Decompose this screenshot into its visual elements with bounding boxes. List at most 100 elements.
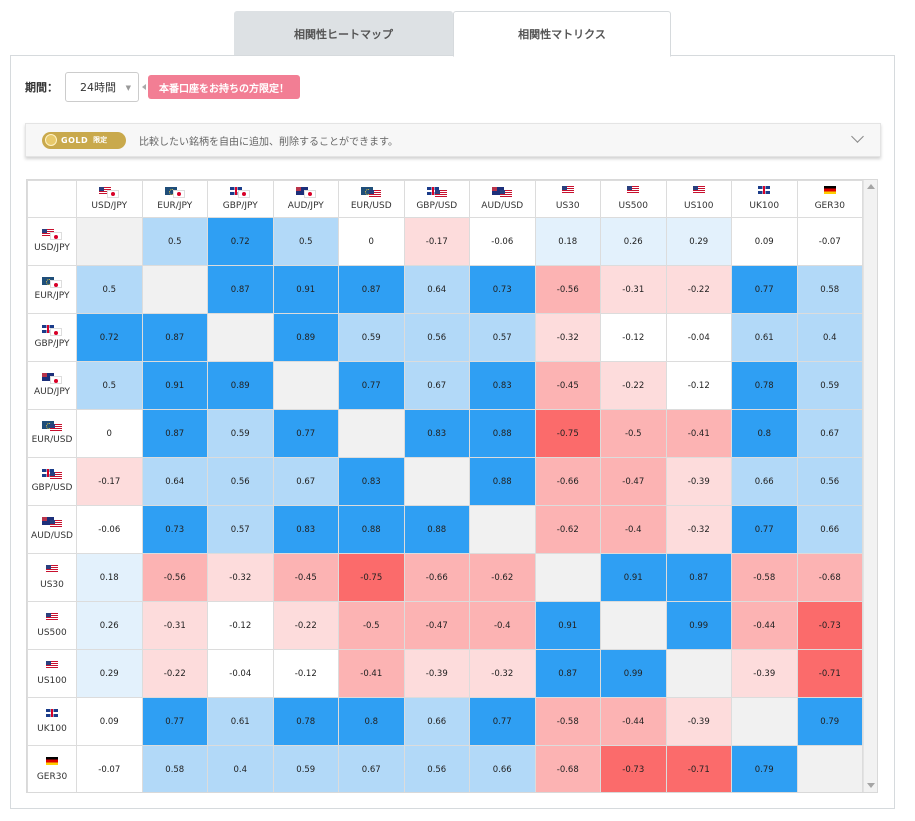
flag-de-icon [46, 756, 58, 765]
dropdown-caret-icon: ▼ [125, 84, 131, 92]
correlation-cell: -0.45 [272, 553, 339, 602]
symbol-label: GER30 [814, 201, 845, 211]
flag-us-icon [561, 186, 574, 194]
flag-gb-icon [758, 186, 771, 194]
flag-us-icon [46, 612, 58, 621]
correlation-cell: 0.56 [207, 457, 274, 506]
flag-gbp-usd-icon [42, 469, 62, 480]
flag-au-icon [295, 186, 308, 195]
correlation-cell: -0.5 [338, 601, 405, 650]
symbol-label: EUR/USD [350, 200, 392, 211]
symbol-label: US30 [555, 201, 580, 211]
gold-feature-bar[interactable]: GOLD 限定 比較したい銘柄を自由に追加、削除することができます。 [25, 123, 881, 157]
symbol-label: GBP/JPY [222, 200, 258, 211]
column-header: EUR/JPY [141, 180, 208, 218]
correlation-cell: 0.8 [338, 697, 405, 746]
flag-jp-icon [303, 189, 316, 198]
correlation-cell: 0.59 [272, 745, 339, 792]
correlation-cell: 0.18 [76, 553, 143, 602]
correlation-cell: 0.88 [403, 505, 470, 554]
gold-description: 比較したい銘柄を自由に追加、削除することができます。 [139, 136, 398, 148]
correlation-cell: -0.58 [731, 553, 798, 602]
column-header: US500 [600, 180, 667, 218]
correlation-cell: -0.73 [600, 745, 667, 792]
table-row: GBP/USD -0.17 0.64 0.56 0.67 0.83 0.88 -0.66 -0.… [27, 457, 863, 506]
flag-us-icon [50, 424, 62, 432]
correlation-cell: -0.73 [796, 601, 863, 650]
correlation-cell: -0.4 [600, 505, 667, 554]
correlation-cell: 0.88 [469, 457, 536, 506]
flag-gbp-usd-icon [426, 186, 447, 198]
correlation-cell: 0.66 [796, 505, 863, 554]
symbol-label: UK100 [749, 201, 780, 211]
matrix-scroll-area[interactable]: USD/JPY EUR/JPY GBP/JPY AUD/JPY EUR/USD GBP/U… [26, 179, 878, 793]
correlation-cell: -0.45 [534, 361, 601, 410]
correlation-cell: 0.4 [796, 313, 863, 362]
correlation-cell: 0.5 [141, 217, 208, 266]
correlation-cell: 0.88 [338, 505, 405, 554]
correlation-cell: 0.77 [141, 697, 208, 746]
correlation-cell: 0.18 [534, 217, 601, 266]
flag-us500-icon [626, 186, 640, 198]
tab-bar: 相関性ヒートマップ 相関性マトリクス [234, 11, 671, 57]
scroll-down-icon[interactable] [867, 783, 875, 788]
flag-gb-icon [230, 186, 243, 195]
correlation-matrix: USD/JPY EUR/JPY GBP/JPY AUD/JPY EUR/USD GBP/U… [27, 180, 863, 792]
period-select[interactable]: 24時間 ▼ [65, 72, 139, 102]
tab-heatmap[interactable]: 相関性ヒートマップ [234, 11, 453, 56]
table-row: GER30 -0.07 0.58 0.4 0.59 0.67 0.56 0.66 -0.68 -0… [27, 745, 863, 792]
flag-jp-icon [172, 189, 185, 198]
correlation-cell: -0.07 [796, 217, 863, 266]
flag-us-icon [627, 186, 640, 194]
flag-eur-jpy-icon [42, 277, 62, 288]
matrix-header-row: USD/JPY EUR/JPY GBP/JPY AUD/JPY EUR/USD GBP/U… [27, 180, 863, 218]
row-header: GBP/USD [27, 457, 77, 506]
correlation-cell: -0.06 [76, 505, 143, 554]
diagonal-cell [338, 409, 405, 458]
flag-us-icon [500, 189, 513, 198]
row-header: GER30 [27, 745, 77, 792]
correlation-cell: -0.17 [403, 217, 470, 266]
correlation-cell: 0.87 [338, 265, 405, 314]
table-row: US500 0.26 -0.31 -0.12 -0.22 -0.5 -0.47 -0.4 0.9… [27, 601, 863, 650]
row-header: US100 [27, 649, 77, 698]
correlation-cell: 0.59 [796, 361, 863, 410]
matrix-corner-cell [27, 180, 77, 218]
correlation-cell: -0.68 [796, 553, 863, 602]
correlation-cell: -0.66 [403, 553, 470, 602]
correlation-cell: 0.83 [272, 505, 339, 554]
symbol-label: US500 [37, 627, 67, 638]
correlation-cell: 0.78 [272, 697, 339, 746]
column-header: GBP/USD [403, 180, 470, 218]
symbol-label: GBP/USD [416, 200, 458, 211]
flag-de-icon [823, 186, 836, 194]
correlation-cell: 0.78 [731, 361, 798, 410]
correlation-cell: 0.4 [207, 745, 274, 792]
correlation-cell: 0.67 [796, 409, 863, 458]
flag-jp-icon [50, 328, 62, 336]
correlation-cell: 0.89 [272, 313, 339, 362]
correlation-cell: -0.47 [403, 601, 470, 650]
correlation-cell: -0.62 [534, 505, 601, 554]
symbol-label: US30 [40, 579, 64, 590]
correlation-cell: 0.77 [338, 361, 405, 410]
scroll-up-icon[interactable] [867, 184, 875, 189]
correlation-cell: -0.66 [534, 457, 601, 506]
diagonal-cell [141, 265, 208, 314]
vertical-scrollbar[interactable] [863, 180, 877, 792]
tab-matrix[interactable]: 相関性マトリクス [453, 11, 671, 57]
correlation-cell: -0.56 [534, 265, 601, 314]
column-header: GBP/JPY [207, 180, 274, 218]
correlation-cell: 0 [338, 217, 405, 266]
correlation-cell: 0.99 [665, 601, 732, 650]
correlation-cell: -0.22 [665, 265, 732, 314]
symbol-label: GBP/JPY [34, 339, 70, 349]
correlation-cell: -0.12 [600, 313, 667, 362]
symbol-label: US100 [684, 201, 714, 211]
chevron-down-icon[interactable] [851, 130, 864, 143]
symbol-label: UK100 [37, 723, 67, 734]
correlation-cell: 0.79 [731, 745, 798, 792]
correlation-cell: 0.29 [76, 649, 143, 698]
flag-au-icon [42, 373, 54, 381]
correlation-cell: -0.07 [76, 745, 143, 792]
